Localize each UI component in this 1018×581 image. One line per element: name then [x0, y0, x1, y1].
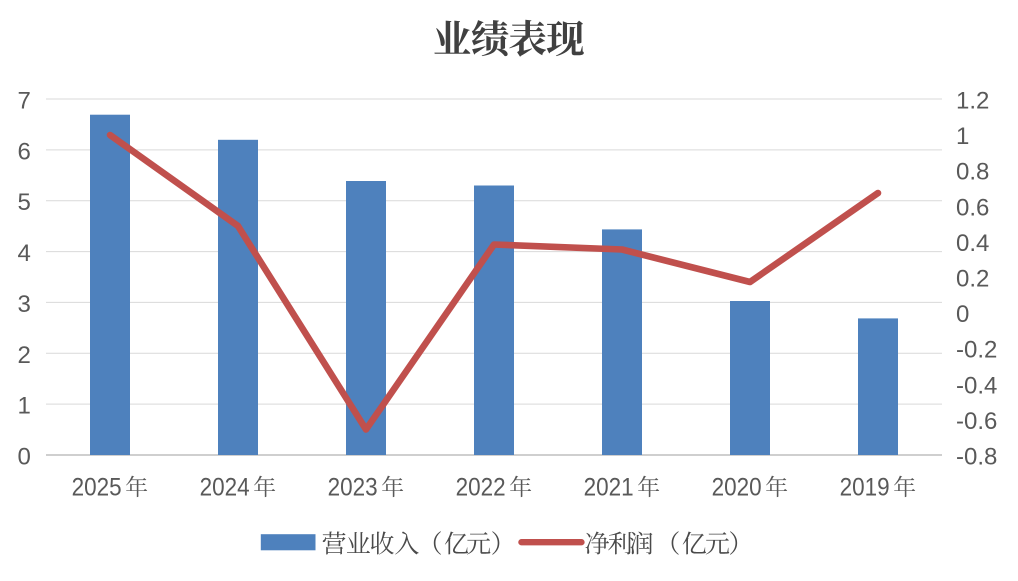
svg-text:-0.6: -0.6	[956, 408, 997, 435]
svg-text:2024: 2024	[200, 473, 250, 501]
svg-text:0.6: 0.6	[956, 194, 989, 221]
svg-text:3: 3	[17, 291, 30, 318]
svg-text:0.2: 0.2	[956, 266, 989, 293]
svg-text:4: 4	[17, 240, 30, 267]
svg-text:0: 0	[17, 444, 30, 471]
svg-text:6: 6	[17, 138, 30, 165]
svg-text:2: 2	[17, 342, 30, 369]
svg-text:1: 1	[17, 393, 30, 420]
svg-text:-0.2: -0.2	[956, 337, 997, 364]
svg-text:2022: 2022	[456, 473, 506, 501]
svg-text:2020: 2020	[712, 473, 762, 501]
svg-text:5: 5	[17, 189, 30, 216]
svg-text:1.2: 1.2	[956, 88, 989, 115]
svg-text:0.4: 0.4	[956, 230, 989, 257]
svg-text:2019: 2019	[840, 473, 890, 501]
svg-text:-0.4: -0.4	[956, 372, 997, 399]
svg-text:-0.8: -0.8	[956, 444, 997, 471]
svg-text:0.8: 0.8	[956, 159, 989, 186]
svg-text:7: 7	[17, 88, 30, 115]
svg-text:2023: 2023	[328, 473, 378, 501]
svg-text:2025: 2025	[72, 473, 122, 501]
svg-text:1: 1	[956, 123, 969, 150]
svg-text:2021: 2021	[584, 473, 634, 501]
svg-text:0: 0	[956, 301, 969, 328]
